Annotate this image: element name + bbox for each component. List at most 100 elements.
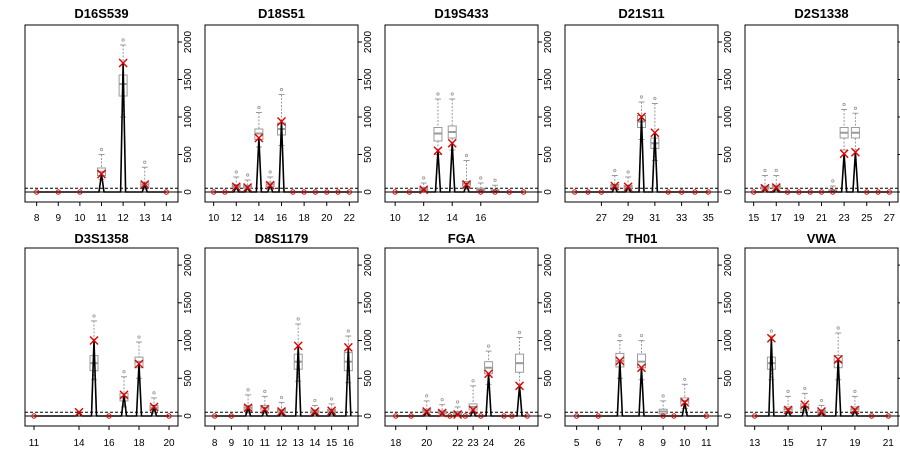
zero-point-18 <box>393 413 399 419</box>
panel-title: D8S1179 <box>255 231 309 246</box>
y-tick-label: 500 <box>363 146 374 163</box>
cross-stroke <box>850 405 860 415</box>
cross-stroke <box>310 406 320 416</box>
x-tick-label: 27 <box>596 213 608 224</box>
box-outlier <box>479 176 483 180</box>
plot-frame <box>204 247 359 427</box>
x-tick-label: 8 <box>34 213 40 224</box>
box-outlier <box>137 335 141 339</box>
panel-d8s1179: D8S1179 0 500 1000 1500 2000 8 9 10 11 12 13 14 15 16 <box>204 231 374 449</box>
y-tick-label: 2000 <box>543 30 554 53</box>
x-tick-label: 18 <box>133 438 145 449</box>
x-tick-label: 23 <box>839 213 851 224</box>
zero-point-18 <box>301 189 307 195</box>
panel-fga: FGA 0 500 1000 1500 2000 18 20 22 23 24 26 <box>384 231 554 449</box>
zero-point-22 <box>346 189 353 195</box>
x-tick-label: 12 <box>276 438 288 449</box>
observed-point-22 <box>453 409 463 419</box>
observed-point-23 <box>468 405 478 415</box>
observed-point-12 <box>118 58 128 68</box>
x-tick-label: 35 <box>703 213 715 224</box>
cross-stroke <box>254 133 264 143</box>
box-outlier <box>245 173 250 177</box>
cross-stroke <box>231 182 241 192</box>
observed-point-13 <box>433 146 443 156</box>
panel-d3s1358: D3S1358 0 500 1000 1500 2000 11 14 16 18 20 <box>24 231 194 449</box>
box-outlier <box>774 168 778 173</box>
x-tick-label: 31 <box>649 213 661 224</box>
x-tick-label: 16 <box>475 213 487 224</box>
cross-stroke <box>243 403 253 413</box>
y-tick-label: 500 <box>183 369 194 386</box>
cross-stroke <box>760 183 770 193</box>
panel-title: D16S539 <box>74 6 128 21</box>
cross-stroke <box>277 406 286 416</box>
box-outlier <box>92 314 96 318</box>
zero-point-9 <box>55 189 61 195</box>
boxplot-16 <box>476 176 486 192</box>
x-tick-label: 13 <box>749 438 761 449</box>
cross-stroke <box>637 363 646 373</box>
cross-stroke <box>343 342 353 352</box>
y-tick-label: 1000 <box>183 105 194 128</box>
y-tick-label: 1500 <box>723 68 734 91</box>
y-tick-label: 1000 <box>363 105 374 128</box>
x-tick-label: 21 <box>883 438 895 449</box>
x-tick-label: 10 <box>390 213 402 224</box>
panel-d16s539: D16S539 0 500 1000 1500 2000 8 9 10 11 12 13 14 <box>24 6 194 224</box>
observed-point-16 <box>277 117 286 126</box>
y-tick-label: 500 <box>543 369 554 386</box>
panel-d19s433: D19S433 0 500 1000 1500 2000 10 12 14 16 <box>384 6 554 224</box>
observed-point-15 <box>462 180 471 189</box>
y-tick-label: 1500 <box>543 291 554 314</box>
zero-point-26.5 <box>524 413 530 419</box>
x-tick-label: 14 <box>161 213 173 224</box>
box-outlier <box>422 176 426 180</box>
box-outlier <box>425 394 429 398</box>
zero-point-22 <box>830 189 836 195</box>
zero-point-20 <box>807 189 813 195</box>
observed-point-14 <box>310 406 320 416</box>
observed-point-19 <box>850 405 860 415</box>
cross-stroke <box>97 169 106 179</box>
observed-trace <box>34 340 169 417</box>
cross-stroke <box>327 406 337 416</box>
x-tick-label: 24 <box>483 438 495 449</box>
observed-point-16 <box>760 183 770 193</box>
x-tick-label: 10 <box>243 438 255 449</box>
y-tick-label: 1500 <box>183 68 194 91</box>
panel-vwa: VWA05001000150020001315171921 <box>744 231 900 449</box>
panel-title: D3S1358 <box>74 231 128 246</box>
zero-point-17 <box>492 189 498 195</box>
cross-stroke <box>783 405 793 415</box>
x-tick-label: 13 <box>293 438 305 449</box>
y-tick-label: 1000 <box>543 105 554 128</box>
y-tick-label: 0 <box>363 189 374 195</box>
x-tick-label: 20 <box>163 438 175 449</box>
zero-point-20 <box>324 189 330 195</box>
zero-point-6 <box>595 413 601 419</box>
box-outlier <box>143 160 147 164</box>
x-tick-label: 29 <box>623 213 635 224</box>
observed-point-13 <box>293 341 303 351</box>
observed-point-29 <box>623 182 633 192</box>
observed-point-7 <box>615 356 625 366</box>
y-tick-label: 0 <box>183 189 194 195</box>
zero-point-10 <box>392 189 398 195</box>
box-outlier <box>436 92 440 96</box>
x-tick-label: 16 <box>343 438 355 449</box>
observed-point-15 <box>89 336 99 346</box>
cross-stroke <box>118 58 128 68</box>
x-tick-label: 17 <box>771 213 783 224</box>
y-tick-label: 2000 <box>363 254 374 277</box>
panel-d21s11: D21S11 0 500 1000 1500 2000 27 29 31 33 35 <box>564 6 734 224</box>
cross-stroke <box>766 333 776 343</box>
box-outlier <box>346 329 350 333</box>
zero-point-11 <box>31 413 37 419</box>
y-tick-label: 1500 <box>363 291 374 314</box>
boxplot-22 <box>453 400 463 416</box>
zero-point-23.5 <box>478 413 484 419</box>
cross-stroke <box>615 356 625 366</box>
